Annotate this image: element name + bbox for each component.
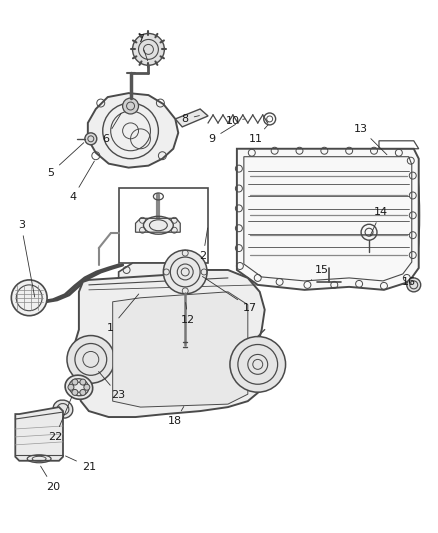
Polygon shape xyxy=(175,109,208,127)
Circle shape xyxy=(11,280,47,316)
Text: 16: 16 xyxy=(402,277,416,287)
Text: 23: 23 xyxy=(99,372,126,400)
Circle shape xyxy=(80,390,86,395)
Circle shape xyxy=(68,384,74,390)
Circle shape xyxy=(72,390,78,395)
Circle shape xyxy=(230,336,286,392)
Text: 4: 4 xyxy=(69,161,94,203)
Text: 6: 6 xyxy=(102,114,121,144)
Polygon shape xyxy=(113,292,248,407)
Circle shape xyxy=(72,379,78,385)
Polygon shape xyxy=(88,93,178,168)
Circle shape xyxy=(180,290,190,300)
Circle shape xyxy=(67,336,115,383)
Polygon shape xyxy=(237,149,419,290)
Text: 11: 11 xyxy=(249,125,268,144)
Text: 9: 9 xyxy=(208,124,236,144)
Text: 15: 15 xyxy=(311,265,328,280)
Text: 7: 7 xyxy=(137,35,148,61)
Text: 1: 1 xyxy=(107,294,139,333)
Bar xyxy=(119,189,208,263)
Circle shape xyxy=(123,98,138,114)
Circle shape xyxy=(84,384,90,390)
Text: 14: 14 xyxy=(370,207,388,236)
Text: 8: 8 xyxy=(182,114,199,124)
Circle shape xyxy=(133,34,164,65)
Polygon shape xyxy=(15,407,63,461)
Text: 22: 22 xyxy=(48,397,72,442)
Text: 13: 13 xyxy=(354,124,387,155)
Circle shape xyxy=(407,278,421,292)
Circle shape xyxy=(85,133,97,145)
Polygon shape xyxy=(119,263,182,293)
Text: 10: 10 xyxy=(226,116,245,126)
Text: 21: 21 xyxy=(66,456,96,472)
Text: 18: 18 xyxy=(168,407,184,426)
Polygon shape xyxy=(135,219,180,232)
Text: 5: 5 xyxy=(48,143,84,177)
Polygon shape xyxy=(73,270,268,417)
Ellipse shape xyxy=(53,400,73,418)
Text: 17: 17 xyxy=(202,277,257,313)
Ellipse shape xyxy=(65,375,93,399)
Text: 12: 12 xyxy=(181,303,195,325)
Circle shape xyxy=(80,379,86,385)
Text: 2: 2 xyxy=(200,228,208,261)
Text: 3: 3 xyxy=(18,220,35,297)
Text: 20: 20 xyxy=(41,466,60,491)
Circle shape xyxy=(163,250,207,294)
